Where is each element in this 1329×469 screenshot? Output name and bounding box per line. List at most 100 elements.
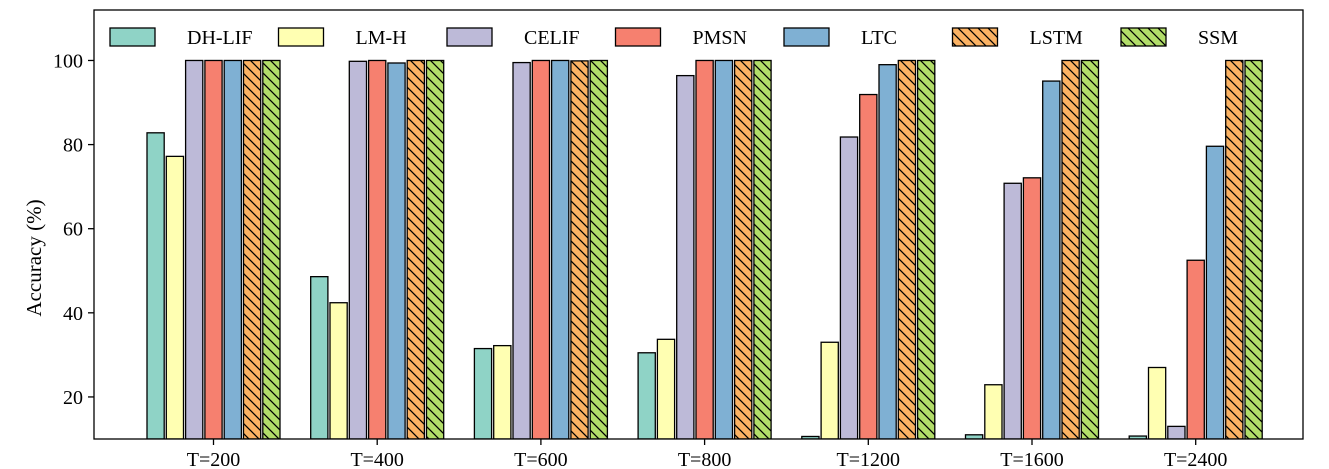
legend-swatch-outline-lm-h xyxy=(277,27,325,47)
bar-pmsn-t-200-outline xyxy=(204,59,223,439)
legend-swatch-dh-lif xyxy=(110,28,155,46)
axes-layer: 20 40 60 80 100 T=200 T=400 T=600 T=800 T=1200 T=1… xyxy=(53,9,1304,469)
bar-dh-lif-t-600 xyxy=(474,348,492,439)
bar-celif-t-800 xyxy=(676,75,694,439)
bar-ltc-t-1200 xyxy=(879,64,897,439)
bar-pmsn-t-2400-outline xyxy=(1186,259,1205,439)
bar-lstm-t-1600-hatch xyxy=(1062,60,1080,439)
y-axis-label: Accuracy (%) xyxy=(22,199,46,316)
legend: DH-LIF LM-H CELIF PMSN LTC LSTM SSM xyxy=(109,27,1238,49)
bar-lstm-t-600-hatch xyxy=(570,60,589,439)
legend-label-lstm: LSTM xyxy=(1030,27,1084,49)
x-tick-label-t-1600: T=1600 xyxy=(1000,449,1064,469)
legend-swatch-outline-lstm xyxy=(951,27,999,47)
bar-dh-lif-t-1200-outline xyxy=(801,435,820,439)
bar-ssm-t-400-hatch xyxy=(426,60,444,439)
bar-ltc-t-200 xyxy=(224,60,242,439)
legend-swatch-outline-ssm xyxy=(1120,27,1167,47)
bar-lm-h-t-600 xyxy=(493,345,511,439)
bar-dh-lif-t-400 xyxy=(310,276,328,439)
bar-dh-lif-t-800-outline xyxy=(637,352,656,439)
bar-celif-t-400 xyxy=(349,61,367,439)
y-tick-label-80: 80 xyxy=(63,135,83,157)
bar-ltc-t-400-outline xyxy=(387,62,406,439)
bar-pmsn-t-600 xyxy=(532,60,550,439)
bar-lstm-t-600-outline xyxy=(570,60,589,439)
bar-lstm-t-200-hatch xyxy=(243,60,261,439)
bar-pmsn-t-1600 xyxy=(1023,177,1041,439)
bar-ssm-t-800-outline xyxy=(753,59,772,439)
legend-swatch-outline-pmsn xyxy=(614,27,662,47)
y-tick-label-100: 100 xyxy=(53,50,83,72)
bar-lm-h-t-2400-outline xyxy=(1147,366,1167,439)
bar-celif-t-2400 xyxy=(1167,426,1185,439)
legend-swatch-outline-dh-lif xyxy=(109,27,156,47)
bar-lstm-t-1200-hatch xyxy=(898,60,916,439)
bar-ssm-t-2400-outline xyxy=(1244,59,1263,439)
bar-ssm-t-400-outline xyxy=(425,59,445,439)
bar-dh-lif-t-2400 xyxy=(1129,436,1147,439)
legend-swatch-outline-celif xyxy=(446,27,493,47)
bar-lm-h-t-800 xyxy=(657,339,675,439)
x-tick-label-t-2400: T=2400 xyxy=(1164,449,1228,469)
x-tick-label-t-1200: T=1200 xyxy=(837,449,901,469)
bar-celif-t-200-outline xyxy=(184,59,204,439)
bar-lstm-t-2400-hatch xyxy=(1225,60,1243,439)
bar-pmsn-t-600-outline xyxy=(531,59,551,439)
bar-ssm-t-800-hatch xyxy=(753,60,772,439)
bar-dh-lif-t-800 xyxy=(638,352,656,439)
x-tick-label-t-200: T=200 xyxy=(187,449,241,469)
bar-pmsn-t-200 xyxy=(204,60,223,439)
legend-label-ltc: LTC xyxy=(861,27,897,49)
bar-celif-t-1200 xyxy=(840,137,858,439)
bar-lm-h-t-1600 xyxy=(984,384,1002,439)
y-tick-label-20: 20 xyxy=(63,387,83,409)
bar-lm-h-t-800-outline xyxy=(656,338,676,439)
bar-pmsn-t-2400 xyxy=(1187,260,1205,439)
bar-celif-t-200 xyxy=(185,60,203,439)
bar-ltc-t-1600-outline xyxy=(1042,80,1061,439)
bars-layer xyxy=(146,59,1263,439)
bar-lstm-t-200-outline xyxy=(242,59,262,439)
legend-swatch-lm-h xyxy=(278,28,324,46)
bar-lstm-t-400-hatch xyxy=(407,60,425,439)
legend-item-dh-lif: DH-LIF xyxy=(109,27,253,49)
x-tick-label-t-800: T=800 xyxy=(678,449,732,469)
legend-label-pmsn: PMSN xyxy=(693,27,747,49)
bar-dh-lif-t-1600 xyxy=(965,434,983,439)
legend-label-celif: CELIF xyxy=(524,27,580,49)
bar-pmsn-t-400-outline xyxy=(367,59,387,439)
bar-ltc-t-2400 xyxy=(1206,146,1224,439)
bar-lm-h-t-600-outline xyxy=(493,344,512,439)
bar-dh-lif-t-1600-outline xyxy=(964,434,984,439)
bar-ltc-t-1600 xyxy=(1042,81,1060,439)
bar-dh-lif-t-400-outline xyxy=(310,276,329,439)
bar-ssm-t-200-hatch xyxy=(262,60,280,439)
bar-ltc-t-800 xyxy=(715,60,733,439)
bar-ltc-t-200-outline xyxy=(223,59,243,439)
bar-ssm-t-200-outline xyxy=(262,59,281,439)
y-tick-label-60: 60 xyxy=(63,219,83,241)
bar-celif-t-1600 xyxy=(1004,183,1022,439)
bar-pmsn-t-400 xyxy=(368,60,386,439)
bar-dh-lif-t-200-outline xyxy=(146,132,165,439)
legend-item-pmsn: PMSN xyxy=(614,27,747,49)
bar-lstm-t-1600-outline xyxy=(1061,59,1080,439)
bar-ssm-t-2400-hatch xyxy=(1245,60,1263,439)
x-tick-label-t-400: T=400 xyxy=(350,449,404,469)
bar-ltc-t-600 xyxy=(551,60,569,439)
bar-ssm-t-600-hatch xyxy=(590,60,608,439)
legend-item-lm-h: LM-H xyxy=(277,27,407,49)
bar-celif-t-600 xyxy=(513,62,531,439)
legend-label-lm-h: LM-H xyxy=(356,27,407,49)
bar-pmsn-t-1600-outline xyxy=(1022,177,1042,439)
bar-lm-h-t-400 xyxy=(330,302,348,439)
x-tick-label-t-600: T=600 xyxy=(514,449,568,469)
bar-lstm-t-800-hatch xyxy=(734,60,752,439)
bar-lstm-t-1200-outline xyxy=(897,59,917,439)
bar-lm-h-t-1200-outline xyxy=(820,341,839,439)
y-tick-label-40: 40 xyxy=(63,303,83,325)
bar-ltc-t-400 xyxy=(387,62,406,439)
